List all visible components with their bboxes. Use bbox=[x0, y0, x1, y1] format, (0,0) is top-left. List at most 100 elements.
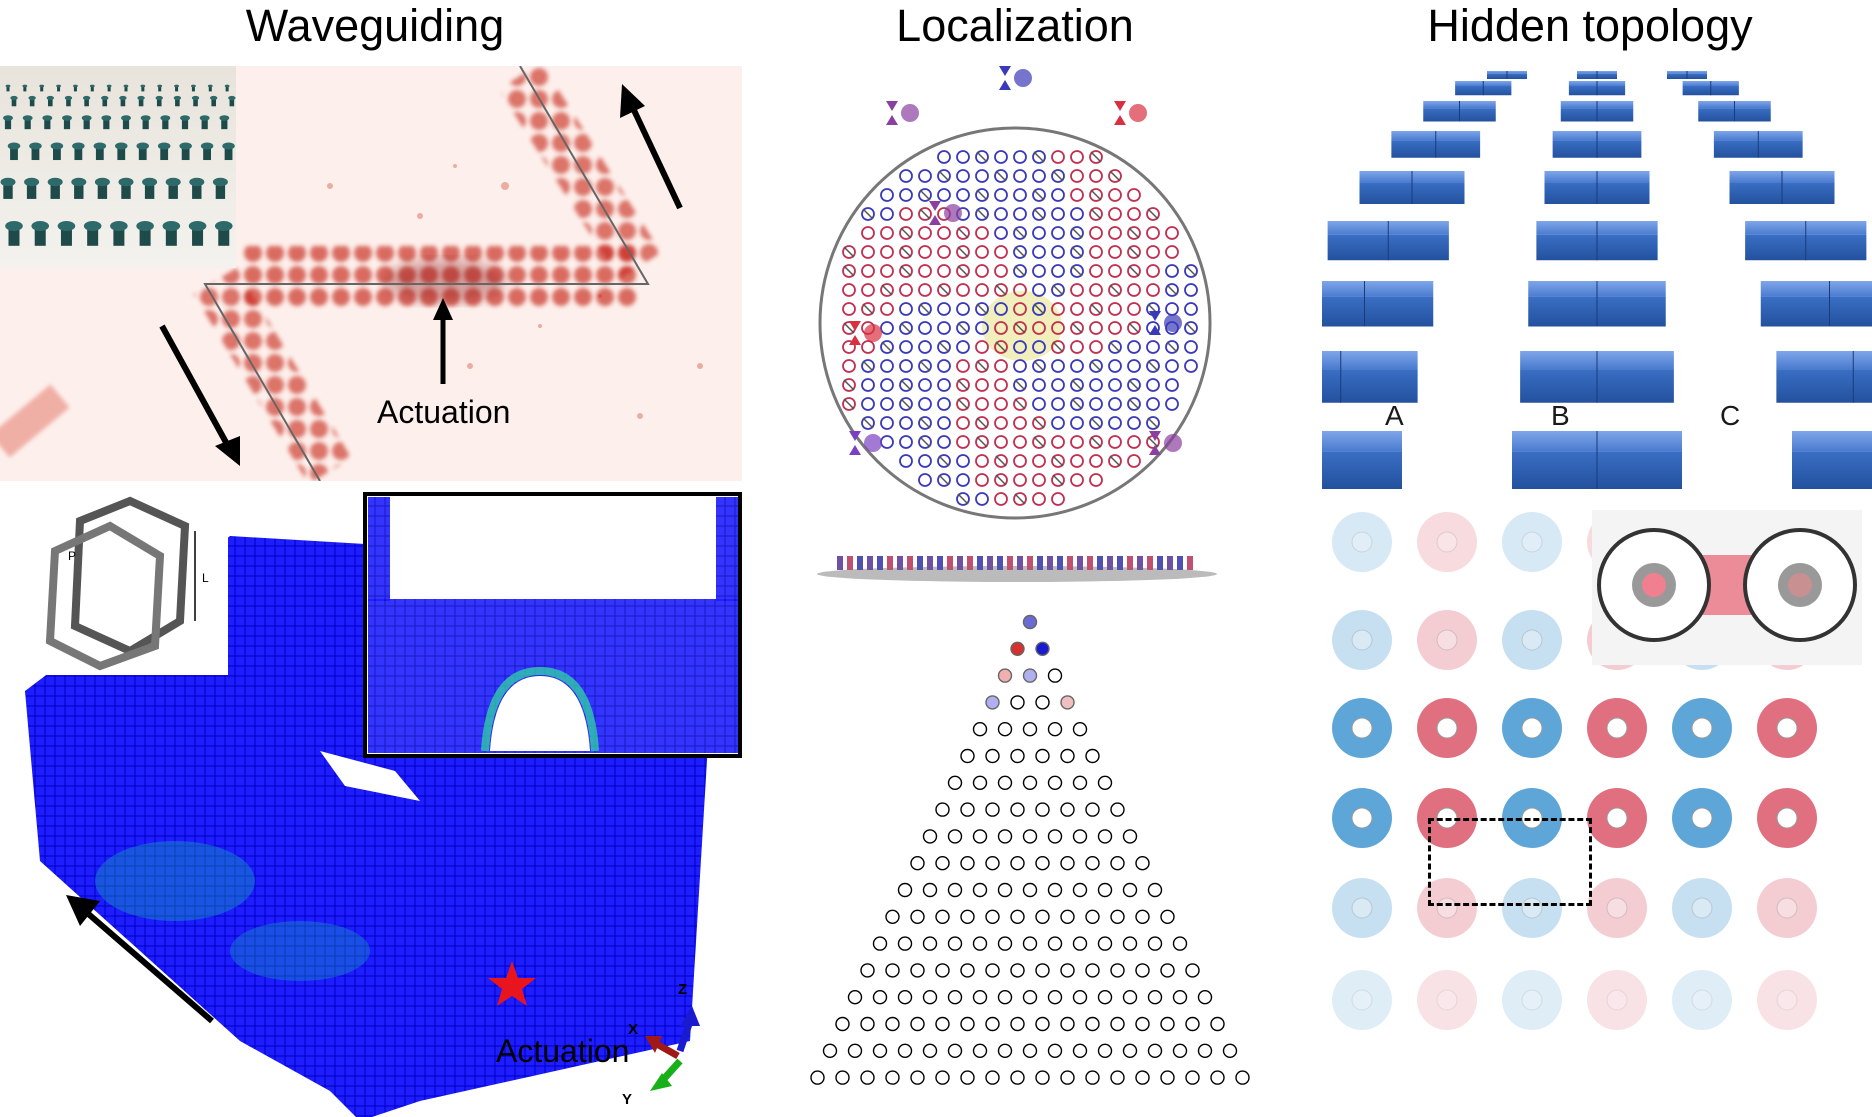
pillar bbox=[224, 146, 233, 161]
lattice-site bbox=[1022, 614, 1038, 630]
lattice-site bbox=[1160, 963, 1175, 978]
lattice-site bbox=[860, 963, 875, 978]
rotor-arrow bbox=[1071, 398, 1083, 410]
base-pillar bbox=[1117, 556, 1123, 570]
lattice-site bbox=[1122, 882, 1138, 898]
rotor bbox=[975, 150, 989, 164]
rotor bbox=[1089, 207, 1103, 221]
disk-hub bbox=[1436, 989, 1458, 1011]
pillar-cap bbox=[219, 115, 230, 121]
lattice-site bbox=[872, 936, 888, 951]
lattice-site bbox=[1010, 641, 1025, 656]
rotor bbox=[1146, 416, 1160, 430]
rotor-arrow bbox=[919, 303, 931, 315]
disk-hub bbox=[1521, 531, 1543, 553]
block-label-b: B bbox=[1551, 400, 1570, 431]
rotor-arrow bbox=[957, 493, 969, 505]
rotor-arrow bbox=[1109, 455, 1121, 467]
rotor-arrow bbox=[881, 284, 893, 296]
lattice-site bbox=[910, 909, 925, 924]
lattice-site bbox=[1172, 1043, 1188, 1058]
rotor bbox=[842, 302, 856, 316]
disk-hub bbox=[1776, 807, 1798, 829]
lattice-site bbox=[822, 1043, 838, 1058]
lattice-site bbox=[1022, 829, 1038, 844]
rotor bbox=[1108, 397, 1122, 411]
rotor bbox=[1127, 302, 1141, 316]
rotor bbox=[1089, 283, 1103, 297]
lattice-site bbox=[997, 668, 1013, 683]
rotor bbox=[918, 435, 932, 449]
rotor bbox=[937, 321, 951, 335]
lattice-site bbox=[985, 1016, 1000, 1032]
rotor bbox=[1108, 245, 1122, 259]
lattice-site bbox=[1060, 1070, 1075, 1085]
rotor bbox=[994, 302, 1008, 316]
rotor bbox=[918, 283, 932, 297]
unit-cell-label-p: P bbox=[68, 549, 77, 563]
rotor bbox=[1032, 378, 1046, 392]
pillar bbox=[24, 118, 31, 130]
rotor bbox=[861, 207, 875, 221]
lattice-site bbox=[1210, 1070, 1225, 1085]
rotor bbox=[1108, 416, 1122, 430]
perimeter-dot bbox=[1164, 314, 1182, 332]
lattice-site bbox=[1072, 882, 1088, 898]
lattice-site bbox=[1110, 1070, 1125, 1085]
rotor bbox=[994, 150, 1008, 164]
lattice-site bbox=[1210, 1016, 1225, 1032]
rotor-arrow bbox=[1147, 208, 1159, 220]
lattice-site bbox=[1135, 1016, 1150, 1032]
rotor bbox=[1051, 321, 1065, 335]
pillar bbox=[139, 226, 151, 246]
lattice-site bbox=[1022, 882, 1038, 898]
lattice-site bbox=[1110, 1016, 1125, 1032]
rotor bbox=[1165, 264, 1179, 278]
rotor bbox=[842, 340, 856, 354]
base-pillar bbox=[887, 556, 893, 570]
block-top bbox=[1776, 351, 1872, 370]
panel-3d-lattice: P L Actuation X Z Y bbox=[0, 481, 742, 1117]
rotor bbox=[937, 397, 951, 411]
rotor bbox=[956, 454, 970, 468]
lattice-site bbox=[1010, 802, 1025, 817]
lattice-site bbox=[1022, 990, 1038, 1005]
lattice-site bbox=[1047, 721, 1063, 737]
rotor bbox=[1108, 283, 1122, 297]
lattice-site bbox=[885, 909, 900, 924]
rotor bbox=[956, 264, 970, 278]
lattice-site bbox=[910, 1070, 925, 1085]
rotor bbox=[1032, 397, 1046, 411]
rotor-arrow bbox=[1014, 493, 1026, 505]
base-pillar bbox=[937, 556, 943, 570]
lattice-site bbox=[1085, 748, 1100, 764]
rotor bbox=[918, 245, 932, 259]
rotor bbox=[918, 321, 932, 335]
lattice-site bbox=[1135, 963, 1150, 978]
rotor bbox=[1032, 492, 1046, 506]
lattice-site bbox=[1097, 882, 1113, 898]
rotor bbox=[1070, 416, 1084, 430]
rotor bbox=[1070, 397, 1084, 411]
rotor bbox=[1108, 359, 1122, 373]
pillar bbox=[90, 86, 94, 92]
rotor bbox=[899, 283, 913, 297]
pillar bbox=[192, 182, 202, 199]
base-pillar bbox=[837, 556, 843, 570]
block-front bbox=[1792, 451, 1872, 489]
lattice-disk bbox=[1417, 878, 1477, 938]
rotor bbox=[975, 416, 989, 430]
rotor bbox=[880, 321, 894, 335]
disk-hub bbox=[1691, 989, 1713, 1011]
lattice-site bbox=[972, 721, 988, 737]
pillar-cap bbox=[136, 221, 154, 231]
rotor bbox=[1165, 378, 1179, 392]
lattice-site bbox=[1160, 1016, 1175, 1032]
pillar-cap bbox=[180, 115, 190, 121]
perimeter-dot bbox=[1129, 104, 1147, 122]
pillar-cap bbox=[57, 221, 76, 231]
rotor bbox=[1013, 150, 1027, 164]
lattice-site bbox=[1047, 1043, 1063, 1058]
rotor-arrow bbox=[900, 398, 912, 410]
pillar-cap bbox=[31, 221, 50, 231]
